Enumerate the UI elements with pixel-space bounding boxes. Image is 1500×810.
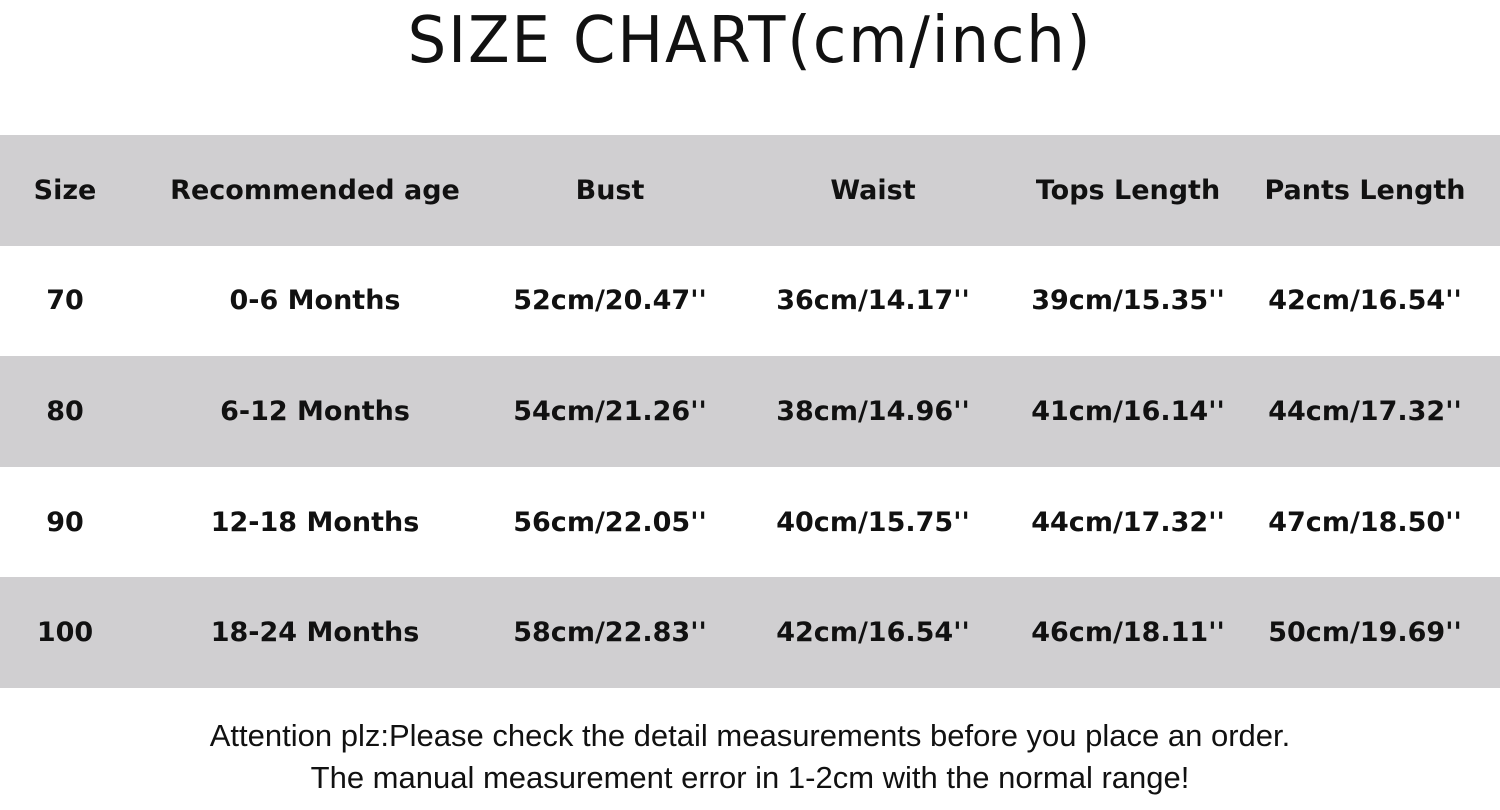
page-title: SIZE CHART(cm/inch)	[407, 4, 1093, 78]
header-bust: Bust	[575, 174, 645, 206]
cell-tops-length: 44cm/17.32''	[1031, 506, 1225, 538]
cell-size: 100	[36, 617, 94, 649]
measurement-error-note: The manual measurement error in 1-2cm wi…	[310, 760, 1190, 795]
table-row: 80 6-12 Months 54cm/21.26'' 38cm/14.96''…	[0, 356, 1500, 467]
cell-age: 18-24 Months	[210, 617, 420, 649]
header-size: Size	[33, 174, 97, 206]
table-row: 70 0-6 Months 52cm/20.47'' 36cm/14.17'' …	[0, 246, 1500, 357]
table-row: 90 12-18 Months 56cm/22.05'' 40cm/15.75'…	[0, 467, 1500, 578]
cell-size: 90	[46, 506, 84, 538]
header-pants-length: Pants Length	[1264, 174, 1466, 206]
cell-pants-length: 42cm/16.54''	[1268, 285, 1462, 317]
header-tops-length: Tops Length	[1035, 174, 1221, 206]
header-waist: Waist	[830, 174, 916, 206]
table-header-row: Size Recommended age Bust Waist Tops Len…	[0, 135, 1500, 246]
header-age: Recommended age	[170, 174, 460, 206]
table-row: 100 18-24 Months 58cm/22.83'' 42cm/16.54…	[0, 577, 1500, 688]
attention-note: Attention plz:Please check the detail me…	[209, 718, 1291, 753]
cell-pants-length: 44cm/17.32''	[1268, 395, 1462, 427]
cell-age: 12-18 Months	[210, 506, 420, 538]
cell-pants-length: 50cm/19.69''	[1268, 617, 1462, 649]
cell-age: 0-6 Months	[229, 285, 401, 317]
cell-waist: 38cm/14.96''	[776, 395, 970, 427]
cell-bust: 52cm/20.47''	[513, 285, 707, 317]
cell-tops-length: 46cm/18.11''	[1031, 617, 1225, 649]
cell-waist: 42cm/16.54''	[776, 617, 970, 649]
size-table: Size Recommended age Bust Waist Tops Len…	[0, 135, 1500, 688]
cell-waist: 40cm/15.75''	[776, 506, 970, 538]
cell-tops-length: 39cm/15.35''	[1031, 285, 1225, 317]
cell-pants-length: 47cm/18.50''	[1268, 506, 1462, 538]
cell-size: 80	[46, 395, 84, 427]
cell-age: 6-12 Months	[220, 395, 410, 427]
cell-size: 70	[46, 285, 84, 317]
cell-bust: 58cm/22.83''	[513, 617, 707, 649]
cell-waist: 36cm/14.17''	[776, 285, 970, 317]
cell-bust: 56cm/22.05''	[513, 506, 707, 538]
cell-tops-length: 41cm/16.14''	[1031, 395, 1225, 427]
cell-bust: 54cm/21.26''	[513, 395, 707, 427]
